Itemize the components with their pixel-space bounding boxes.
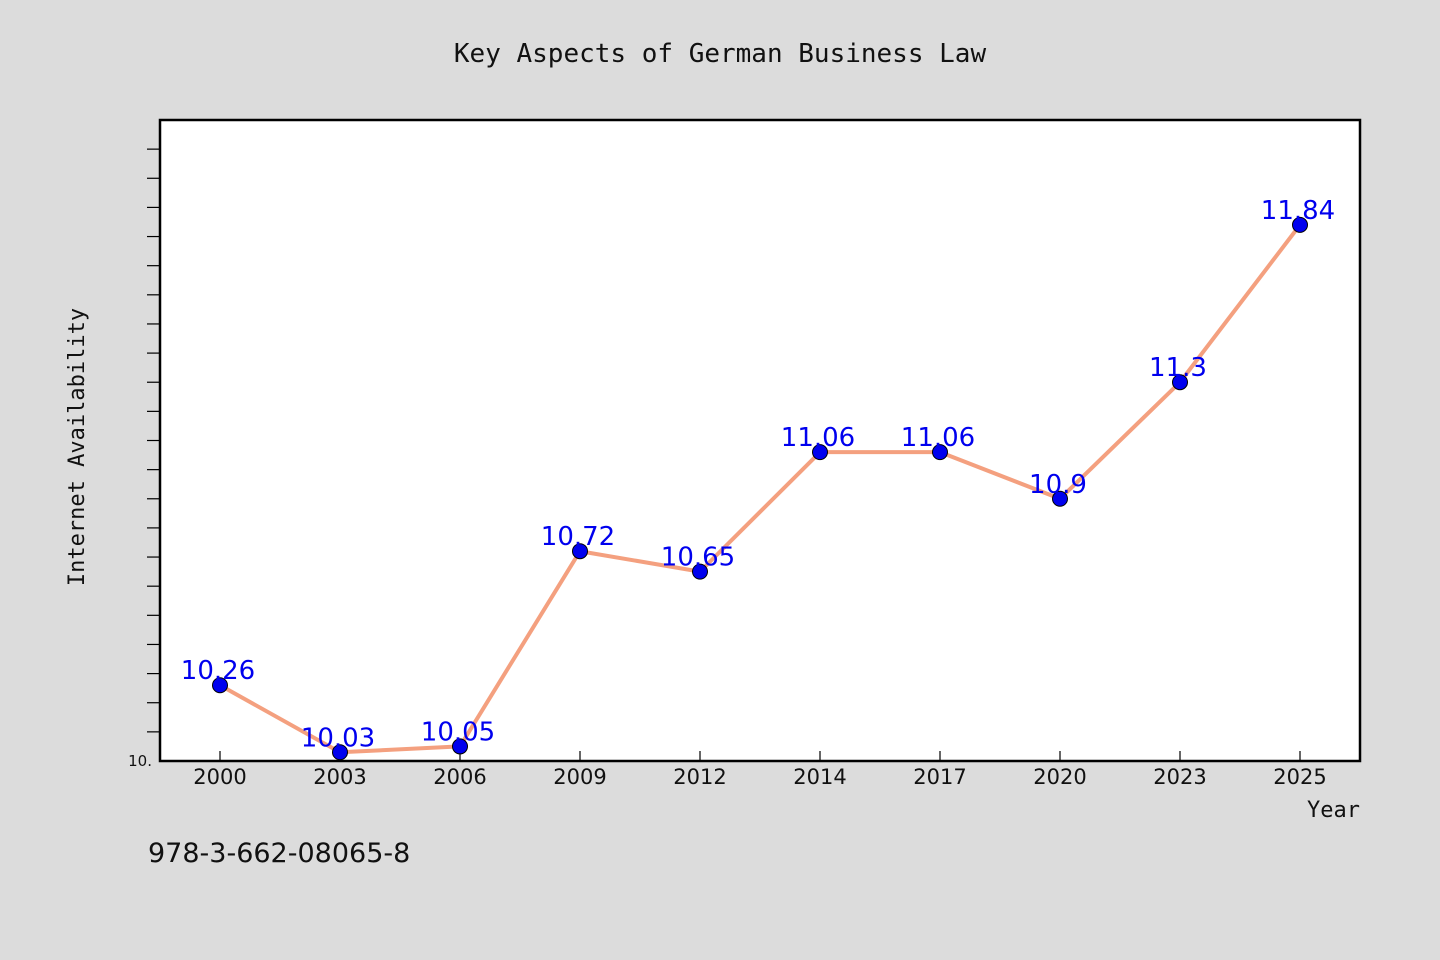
data-label: 10.65 (661, 543, 735, 573)
data-label: 10.26 (181, 656, 255, 686)
data-point (692, 563, 708, 580)
x-tick-label: 2000 (193, 765, 246, 789)
data-point (1052, 490, 1068, 507)
data-label: 10.03 (301, 723, 375, 753)
x-axis-ticks: 2000 2003 2006 2009 2012 2014 2017 2020 2023 2025 (193, 751, 1327, 789)
data-point (1292, 216, 1308, 233)
data-labels: 10.26 10.03 10.05 10.72 10.65 11.06 11.06 10.9 1… (181, 196, 1335, 753)
data-point (212, 677, 228, 694)
data-point (1172, 374, 1188, 391)
data-label: 11.84 (1261, 196, 1335, 226)
y-axis-label: Internet Availability (65, 308, 90, 586)
y-axis-ticks: 10. (128, 148, 160, 770)
data-point (932, 444, 948, 461)
x-tick-label: 2017 (913, 765, 966, 789)
x-tick-label: 2009 (553, 765, 606, 789)
data-point (452, 738, 468, 755)
x-tick-label: 2014 (793, 765, 846, 789)
data-label: 11.3 (1149, 353, 1207, 383)
data-point (332, 744, 348, 761)
x-axis-label: Year (1307, 798, 1360, 823)
y-tick-label: 10. (128, 752, 152, 770)
data-label: 11.06 (901, 423, 975, 453)
x-tick-label: 2006 (433, 765, 486, 789)
x-tick-label: 2012 (673, 765, 726, 789)
plot-area (158, 118, 1362, 763)
x-tick-label: 2020 (1033, 765, 1086, 789)
x-tick-label: 2025 (1273, 765, 1326, 789)
data-markers (212, 216, 1308, 761)
data-point (812, 444, 828, 461)
data-label: 10.9 (1029, 470, 1087, 500)
data-label: 11.06 (781, 423, 855, 453)
data-label: 10.05 (421, 717, 495, 747)
data-point (572, 543, 588, 560)
chart-title: Key Aspects of German Business Law (454, 39, 987, 69)
data-label: 10.72 (541, 522, 615, 552)
x-tick-label: 2023 (1153, 765, 1206, 789)
series-line (218, 222, 1302, 755)
isbn-text: 978-3-662-08065-8 (148, 838, 410, 869)
x-tick-label: 2003 (313, 765, 366, 789)
